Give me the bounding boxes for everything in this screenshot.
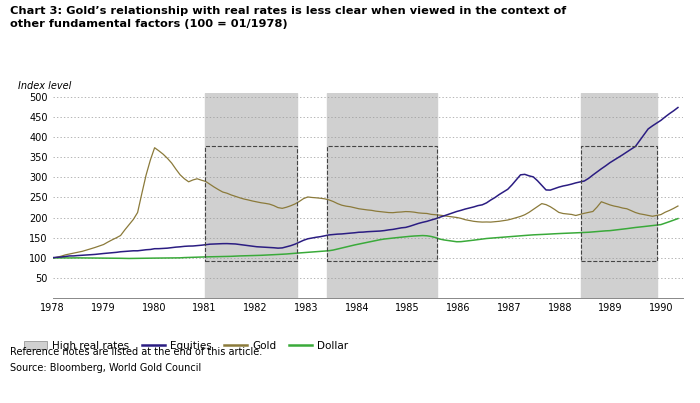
Bar bbox=[328, 93, 437, 298]
Bar bbox=[328, 146, 437, 261]
Legend: High real rates, Equities, Gold, Dollar: High real rates, Equities, Gold, Dollar bbox=[20, 337, 352, 355]
Bar bbox=[204, 93, 298, 298]
Text: Reference notes are listed at the end of this article.: Reference notes are listed at the end of… bbox=[10, 347, 262, 357]
Bar bbox=[204, 146, 298, 261]
Text: Index level: Index level bbox=[18, 81, 71, 91]
Bar bbox=[581, 146, 657, 261]
Bar bbox=[581, 93, 657, 298]
Text: Source: Bloomberg, World Gold Council: Source: Bloomberg, World Gold Council bbox=[10, 363, 202, 373]
Text: Chart 3: Gold’s relationship with real rates is less clear when viewed in the co: Chart 3: Gold’s relationship with real r… bbox=[10, 6, 567, 29]
